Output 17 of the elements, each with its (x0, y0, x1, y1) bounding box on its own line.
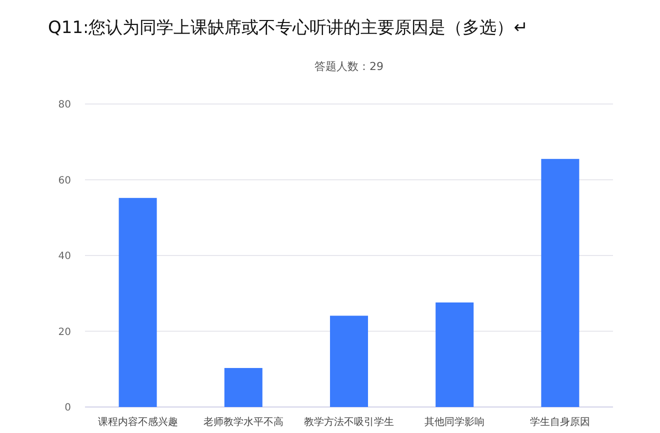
bar (436, 302, 474, 407)
y-tick-label: 40 (58, 251, 71, 262)
bar (541, 158, 580, 407)
bar (224, 368, 262, 407)
y-tick-label: 20 (58, 326, 71, 338)
y-tick-label: 0 (64, 402, 71, 414)
x-tick-label: 老师教学水平不高 (203, 416, 284, 428)
chart-subtitle: 答题人数：29 (314, 60, 384, 73)
bar (118, 198, 157, 407)
bar (330, 316, 368, 407)
x-tick-label: 课程内容不感兴趣 (98, 416, 178, 428)
x-tick-label: 学生自身原因 (530, 416, 590, 428)
y-tick-label: 60 (58, 175, 71, 186)
chart-title: Q11:您认为同学上课缺席或不专心听讲的主要原因是（多选）↵ (48, 18, 528, 38)
x-tick-label: 教学方法不吸引学生 (304, 416, 394, 428)
x-tick-label: 其他同学影响 (424, 416, 485, 428)
y-tick-label: 80 (58, 100, 71, 110)
